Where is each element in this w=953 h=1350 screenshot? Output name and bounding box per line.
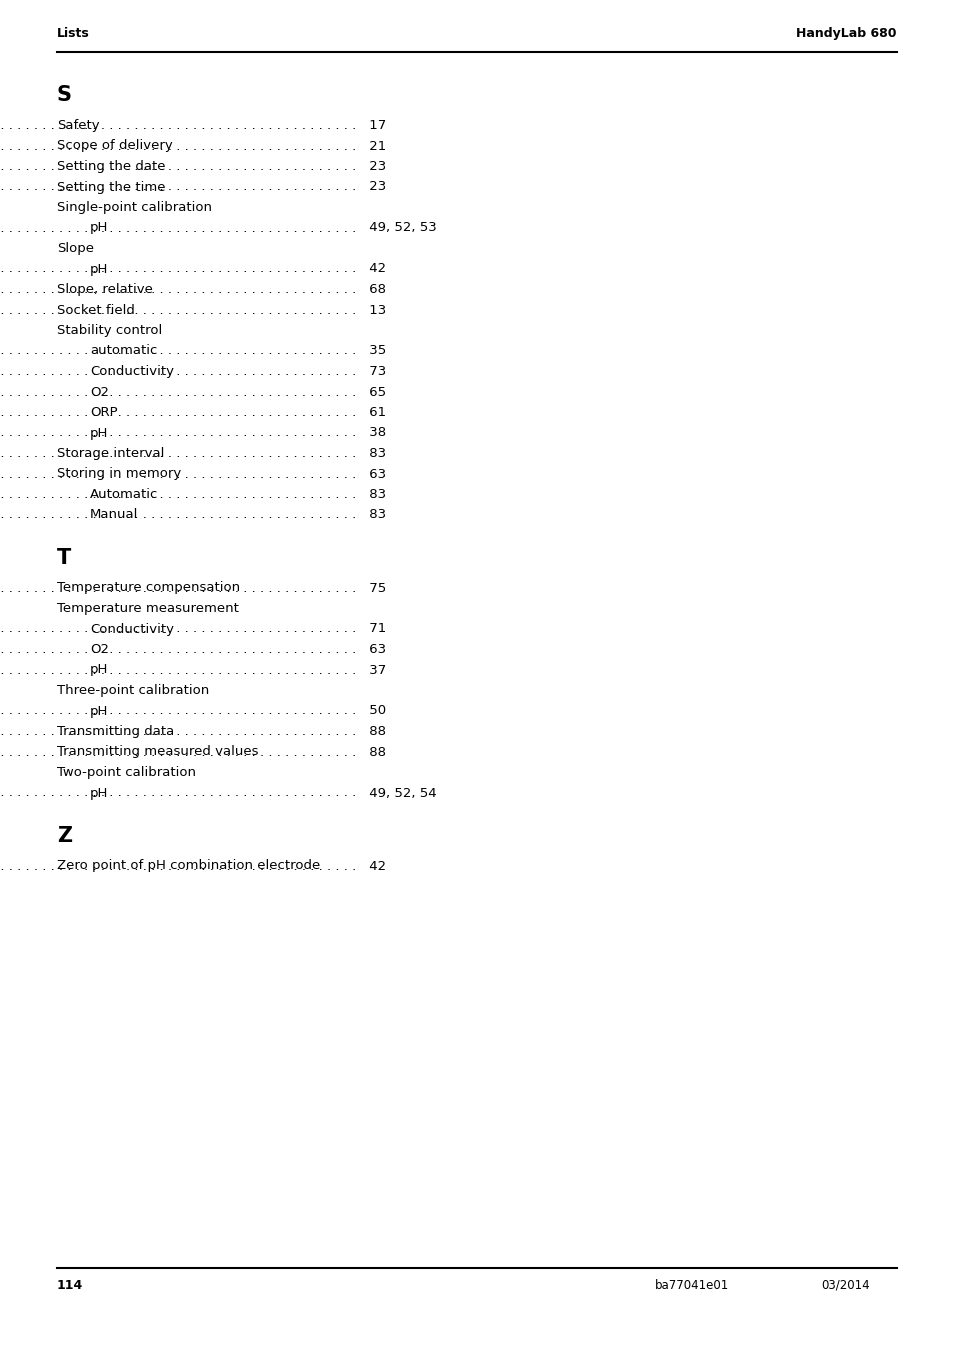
Text: Stability control: Stability control (57, 324, 162, 338)
Text: . . . . . . . . . . . . . . . . . . . . . . . . . . . . . . . . . . . . . . . . : . . . . . . . . . . . . . . . . . . . . … (0, 406, 360, 418)
Text: Socket field: Socket field (57, 304, 134, 316)
Text: 83: 83 (365, 447, 386, 460)
Text: Storage interval: Storage interval (57, 447, 164, 460)
Text: . . . . . . . . . . . . . . . . . . . . . . . . . . . . . . . . . . . . . . . . : . . . . . . . . . . . . . . . . . . . . … (0, 344, 360, 358)
Text: . . . . . . . . . . . . . . . . . . . . . . . . . . . . . . . . . . . . . . . . : . . . . . . . . . . . . . . . . . . . . … (0, 787, 360, 799)
Text: S: S (57, 85, 71, 105)
Text: Zero point of pH combination electrode: Zero point of pH combination electrode (57, 860, 320, 872)
Text: Transmitting measured values: Transmitting measured values (57, 745, 258, 759)
Text: . . . . . . . . . . . . . . . . . . . . . . . . . . . . . . . . . . . . . . . . : . . . . . . . . . . . . . . . . . . . . … (0, 262, 360, 275)
Text: . . . . . . . . . . . . . . . . . . . . . . . . . . . . . . . . . . . . . . . . : . . . . . . . . . . . . . . . . . . . . … (0, 284, 360, 296)
Text: pH: pH (90, 787, 109, 799)
Text: T: T (57, 548, 71, 567)
Text: . . . . . . . . . . . . . . . . . . . . . . . . . . . . . . . . . . . . . . . . : . . . . . . . . . . . . . . . . . . . . … (0, 386, 360, 398)
Text: 38: 38 (365, 427, 386, 440)
Text: . . . . . . . . . . . . . . . . . . . . . . . . . . . . . . . . . . . . . . . . : . . . . . . . . . . . . . . . . . . . . … (0, 509, 360, 521)
Text: HandyLab 680: HandyLab 680 (796, 27, 896, 40)
Text: Automatic: Automatic (90, 487, 158, 501)
Text: Setting the time: Setting the time (57, 181, 165, 193)
Text: . . . . . . . . . . . . . . . . . . . . . . . . . . . . . . . . . . . . . . . . : . . . . . . . . . . . . . . . . . . . . … (0, 582, 360, 594)
Text: O2: O2 (90, 643, 109, 656)
Text: Single-point calibration: Single-point calibration (57, 201, 212, 215)
Text: 83: 83 (365, 509, 386, 521)
Text: Lists: Lists (57, 27, 90, 40)
Text: 42: 42 (365, 262, 386, 275)
Text: pH: pH (90, 221, 109, 235)
Text: . . . . . . . . . . . . . . . . . . . . . . . . . . . . . . . . . . . . . . . . : . . . . . . . . . . . . . . . . . . . . … (0, 745, 360, 759)
Text: . . . . . . . . . . . . . . . . . . . . . . . . . . . . . . . . . . . . . . . . : . . . . . . . . . . . . . . . . . . . . … (0, 161, 360, 173)
Text: 21: 21 (365, 139, 386, 153)
Text: 63: 63 (365, 467, 386, 481)
Text: Conductivity: Conductivity (90, 364, 173, 378)
Text: . . . . . . . . . . . . . . . . . . . . . . . . . . . . . . . . . . . . . . . . : . . . . . . . . . . . . . . . . . . . . … (0, 467, 360, 481)
Text: Scope of delivery: Scope of delivery (57, 139, 172, 153)
Text: . . . . . . . . . . . . . . . . . . . . . . . . . . . . . . . . . . . . . . . . : . . . . . . . . . . . . . . . . . . . . … (0, 119, 360, 132)
Text: 83: 83 (365, 487, 386, 501)
Text: . . . . . . . . . . . . . . . . . . . . . . . . . . . . . . . . . . . . . . . . : . . . . . . . . . . . . . . . . . . . . … (0, 364, 360, 378)
Text: ORP: ORP (90, 406, 117, 418)
Text: Slope, relative: Slope, relative (57, 284, 152, 296)
Text: 88: 88 (365, 745, 386, 759)
Text: 23: 23 (365, 181, 386, 193)
Text: 114: 114 (57, 1278, 83, 1292)
Text: Storing in memory: Storing in memory (57, 467, 181, 481)
Text: O2: O2 (90, 386, 109, 398)
Text: Temperature compensation: Temperature compensation (57, 582, 240, 594)
Text: Z: Z (57, 825, 72, 845)
Text: 88: 88 (365, 725, 386, 738)
Text: . . . . . . . . . . . . . . . . . . . . . . . . . . . . . . . . . . . . . . . . : . . . . . . . . . . . . . . . . . . . . … (0, 860, 360, 872)
Text: 75: 75 (365, 582, 386, 594)
Text: Setting the date: Setting the date (57, 161, 165, 173)
Text: 71: 71 (365, 622, 386, 636)
Text: Manual: Manual (90, 509, 138, 521)
Text: 61: 61 (365, 406, 386, 418)
Text: . . . . . . . . . . . . . . . . . . . . . . . . . . . . . . . . . . . . . . . . : . . . . . . . . . . . . . . . . . . . . … (0, 447, 360, 460)
Text: . . . . . . . . . . . . . . . . . . . . . . . . . . . . . . . . . . . . . . . . : . . . . . . . . . . . . . . . . . . . . … (0, 705, 360, 717)
Text: . . . . . . . . . . . . . . . . . . . . . . . . . . . . . . . . . . . . . . . . : . . . . . . . . . . . . . . . . . . . . … (0, 139, 360, 153)
Text: 49, 52, 53: 49, 52, 53 (365, 221, 436, 235)
Text: Temperature measurement: Temperature measurement (57, 602, 238, 616)
Text: Safety: Safety (57, 119, 99, 132)
Text: pH: pH (90, 262, 109, 275)
Text: 42: 42 (365, 860, 386, 872)
Text: 73: 73 (365, 364, 386, 378)
Text: . . . . . . . . . . . . . . . . . . . . . . . . . . . . . . . . . . . . . . . . : . . . . . . . . . . . . . . . . . . . . … (0, 427, 360, 440)
Text: Slope: Slope (57, 242, 94, 255)
Text: 50: 50 (365, 705, 386, 717)
Text: 03/2014: 03/2014 (820, 1278, 868, 1292)
Text: pH: pH (90, 663, 109, 676)
Text: 13: 13 (365, 304, 386, 316)
Text: ba77041e01: ba77041e01 (654, 1278, 728, 1292)
Text: Two-point calibration: Two-point calibration (57, 765, 195, 779)
Text: 23: 23 (365, 161, 386, 173)
Text: . . . . . . . . . . . . . . . . . . . . . . . . . . . . . . . . . . . . . . . . : . . . . . . . . . . . . . . . . . . . . … (0, 663, 360, 676)
Text: . . . . . . . . . . . . . . . . . . . . . . . . . . . . . . . . . . . . . . . . : . . . . . . . . . . . . . . . . . . . . … (0, 622, 360, 636)
Text: 17: 17 (365, 119, 386, 132)
Text: . . . . . . . . . . . . . . . . . . . . . . . . . . . . . . . . . . . . . . . . : . . . . . . . . . . . . . . . . . . . . … (0, 643, 360, 656)
Text: . . . . . . . . . . . . . . . . . . . . . . . . . . . . . . . . . . . . . . . . : . . . . . . . . . . . . . . . . . . . . … (0, 487, 360, 501)
Text: automatic: automatic (90, 344, 157, 358)
Text: 35: 35 (365, 344, 386, 358)
Text: . . . . . . . . . . . . . . . . . . . . . . . . . . . . . . . . . . . . . . . . : . . . . . . . . . . . . . . . . . . . . … (0, 221, 360, 235)
Text: 68: 68 (365, 284, 386, 296)
Text: Conductivity: Conductivity (90, 622, 173, 636)
Text: 63: 63 (365, 643, 386, 656)
Text: . . . . . . . . . . . . . . . . . . . . . . . . . . . . . . . . . . . . . . . . : . . . . . . . . . . . . . . . . . . . . … (0, 304, 360, 316)
Text: Transmitting data: Transmitting data (57, 725, 174, 738)
Text: . . . . . . . . . . . . . . . . . . . . . . . . . . . . . . . . . . . . . . . . : . . . . . . . . . . . . . . . . . . . . … (0, 181, 360, 193)
Text: 49, 52, 54: 49, 52, 54 (365, 787, 436, 799)
Text: . . . . . . . . . . . . . . . . . . . . . . . . . . . . . . . . . . . . . . . . : . . . . . . . . . . . . . . . . . . . . … (0, 725, 360, 738)
Text: pH: pH (90, 427, 109, 440)
Text: Three-point calibration: Three-point calibration (57, 684, 209, 697)
Text: 65: 65 (365, 386, 386, 398)
Text: pH: pH (90, 705, 109, 717)
Text: 37: 37 (365, 663, 386, 676)
